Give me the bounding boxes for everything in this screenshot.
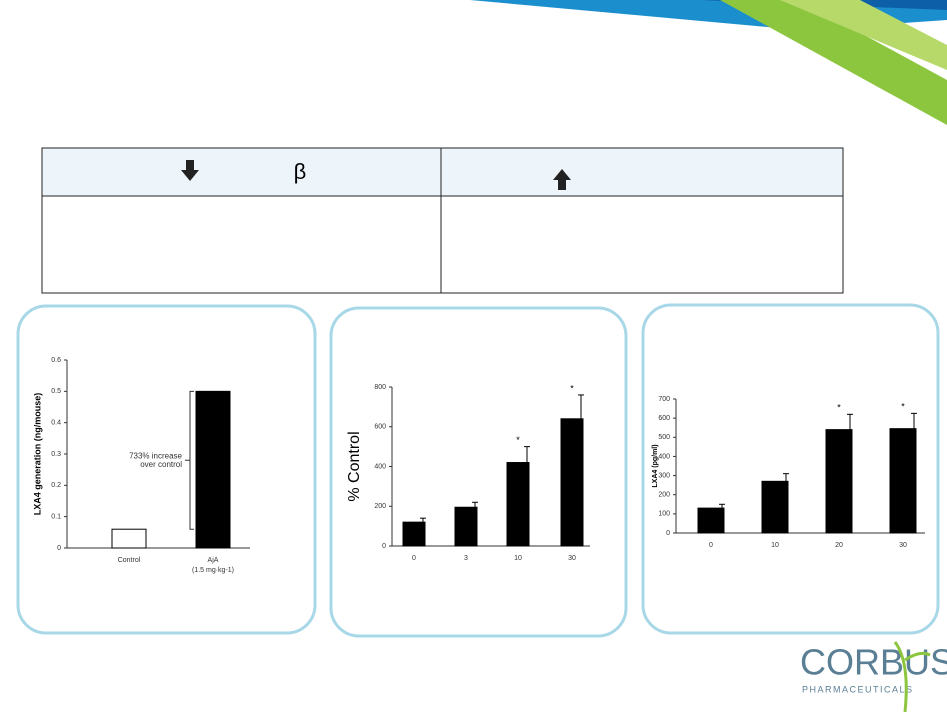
bracket	[185, 390, 194, 530]
decor-stripe	[780, 0, 947, 70]
annotation-line: 733% increase	[129, 451, 182, 460]
bar	[697, 507, 725, 534]
bar	[761, 480, 789, 534]
panel	[16, 304, 317, 635]
bar	[402, 521, 426, 547]
logo-tagline: PHARMACEUTICALS	[802, 684, 914, 694]
x-tick-label: 30	[899, 542, 907, 549]
significance: *	[901, 402, 905, 412]
y-tick-label: 0	[382, 543, 386, 550]
x-tick-label: 0	[412, 555, 416, 562]
x-tick-note: (1.5 mg·kg-1)	[192, 567, 234, 574]
annotation-line: over control	[140, 460, 182, 469]
y-axis-label: LXA4 (pg/ml)	[652, 444, 659, 487]
bar	[560, 418, 584, 547]
significance: *	[570, 383, 574, 393]
y-tick-label: 600	[374, 424, 386, 431]
decor-stripe	[720, 0, 947, 125]
y-tick-label: 700	[658, 396, 670, 403]
x-tick-label: 0	[709, 542, 713, 549]
y-tick-label: 200	[658, 492, 670, 499]
y-tick-label: 800	[374, 384, 386, 391]
y-axis-label: % Control	[346, 431, 363, 501]
y-tick-label: 0.3	[51, 451, 61, 458]
bar	[889, 428, 917, 534]
panel	[641, 303, 940, 635]
y-tick-label: 100	[658, 511, 670, 518]
table-header-cell: β	[294, 159, 307, 184]
bar	[195, 390, 231, 549]
significance: *	[837, 403, 841, 413]
y-tick-label: 400	[374, 463, 386, 470]
x-tick-label: 10	[514, 555, 522, 562]
y-tick-label: 0.4	[51, 420, 61, 427]
bar	[825, 429, 853, 534]
y-tick-label: 0	[666, 530, 670, 537]
x-tick-label: 10	[771, 542, 779, 549]
y-tick-label: 0	[57, 545, 61, 552]
y-tick-label: 200	[374, 503, 386, 510]
y-tick-label: 0.1	[51, 514, 61, 521]
y-tick-label: 600	[658, 415, 670, 422]
table-header	[41, 147, 844, 197]
logo-name: CORBUS	[800, 642, 947, 683]
y-axis-label: LXA4 generation (ng/mouse)	[32, 393, 42, 516]
table-body	[41, 195, 844, 294]
bar	[111, 528, 147, 549]
significance: *	[516, 435, 520, 445]
annotation: 733% increase over control	[129, 451, 182, 469]
bar	[454, 506, 478, 547]
panel	[329, 306, 628, 638]
bar	[506, 462, 530, 547]
x-tick-label: AjA	[208, 557, 219, 564]
arrow-down	[181, 160, 199, 181]
y-tick-label: 0.5	[51, 388, 61, 395]
x-tick-label: 30	[568, 555, 576, 562]
y-tick-label: 300	[658, 472, 670, 479]
y-tick-label: 500	[658, 434, 670, 441]
logo-swoosh	[893, 641, 931, 713]
arrow-up	[553, 169, 571, 190]
y-tick-label: 400	[658, 453, 670, 460]
y-tick-label: 0.6	[51, 357, 61, 364]
x-tick-label: Control	[118, 557, 141, 564]
x-tick-label: 20	[835, 542, 843, 549]
x-tick-label: 3	[464, 555, 468, 562]
y-tick-label: 0.2	[51, 482, 61, 489]
